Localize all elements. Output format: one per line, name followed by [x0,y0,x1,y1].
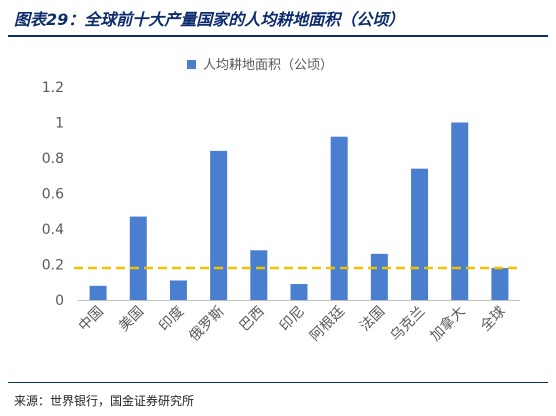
y-tick-label: 1 [55,116,64,132]
x-tick-label: 全球 [477,303,509,335]
x-tick-label: 乌克兰 [387,304,428,345]
x-tick-label: 加拿大 [427,303,469,345]
legend-swatch [187,60,196,69]
bar [210,150,228,300]
x-tick-label: 阿根廷 [307,304,348,345]
bar [330,136,348,300]
x-tick-label: 美国 [116,304,147,335]
footer-divider [8,382,548,383]
y-axis: 0 0.2 0.4 0.6 0.8 1 1.2 [42,80,64,309]
bar [89,285,107,300]
bar [169,280,187,300]
bar [411,168,429,300]
x-tick-label: 法国 [357,304,388,335]
x-axis: 中国 美国 印度 俄罗斯 巴西 印尼 阿根廷 法国 乌克兰 加拿大 全球 [76,300,520,345]
chart-legend: 人均耕地面积（公顷） [187,57,333,73]
bar-series [89,122,509,300]
x-tick-label: 印尼 [277,304,308,335]
y-tick-label: 0.6 [42,187,64,203]
source-note: 来源：世界银行，国金证券研究所 [14,394,195,408]
bar-chart: 人均耕地面积（公顷） 0 0.2 0.4 0.6 0.8 1 1.2 中国 美国 印度 俄罗斯 巴西… [42,57,522,345]
y-tick-label: 1.2 [42,80,64,96]
y-tick-label: 0 [55,293,64,309]
bar [290,284,308,300]
bar [370,253,388,300]
x-tick-label: 俄罗斯 [186,304,227,345]
bar [451,122,469,300]
figure-title: 图表29：全球前十大产量国家的人均耕地面积（公顷） [14,10,405,29]
legend-label: 人均耕地面积（公顷） [203,57,333,73]
x-tick-label: 中国 [76,304,107,335]
bar [491,268,509,300]
bar [129,216,147,300]
x-tick-label: 印度 [156,304,187,335]
y-tick-label: 0.2 [42,258,64,274]
bar [250,250,268,300]
title-divider [8,35,548,37]
y-tick-label: 0.8 [42,151,64,167]
x-tick-label: 巴西 [237,304,268,335]
y-tick-label: 0.4 [42,222,64,238]
